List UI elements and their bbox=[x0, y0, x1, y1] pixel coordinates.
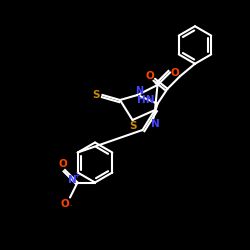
Text: O: O bbox=[170, 68, 179, 78]
Text: O: O bbox=[60, 199, 70, 209]
Text: N: N bbox=[150, 119, 160, 129]
Text: ⁻: ⁻ bbox=[68, 204, 72, 210]
Text: HN: HN bbox=[138, 95, 155, 105]
Text: N: N bbox=[68, 175, 77, 185]
Text: N: N bbox=[135, 86, 143, 96]
Text: O: O bbox=[146, 71, 154, 81]
Text: O: O bbox=[58, 159, 67, 169]
Text: S: S bbox=[92, 90, 100, 100]
Text: +: + bbox=[73, 170, 80, 179]
Text: S: S bbox=[129, 121, 136, 131]
